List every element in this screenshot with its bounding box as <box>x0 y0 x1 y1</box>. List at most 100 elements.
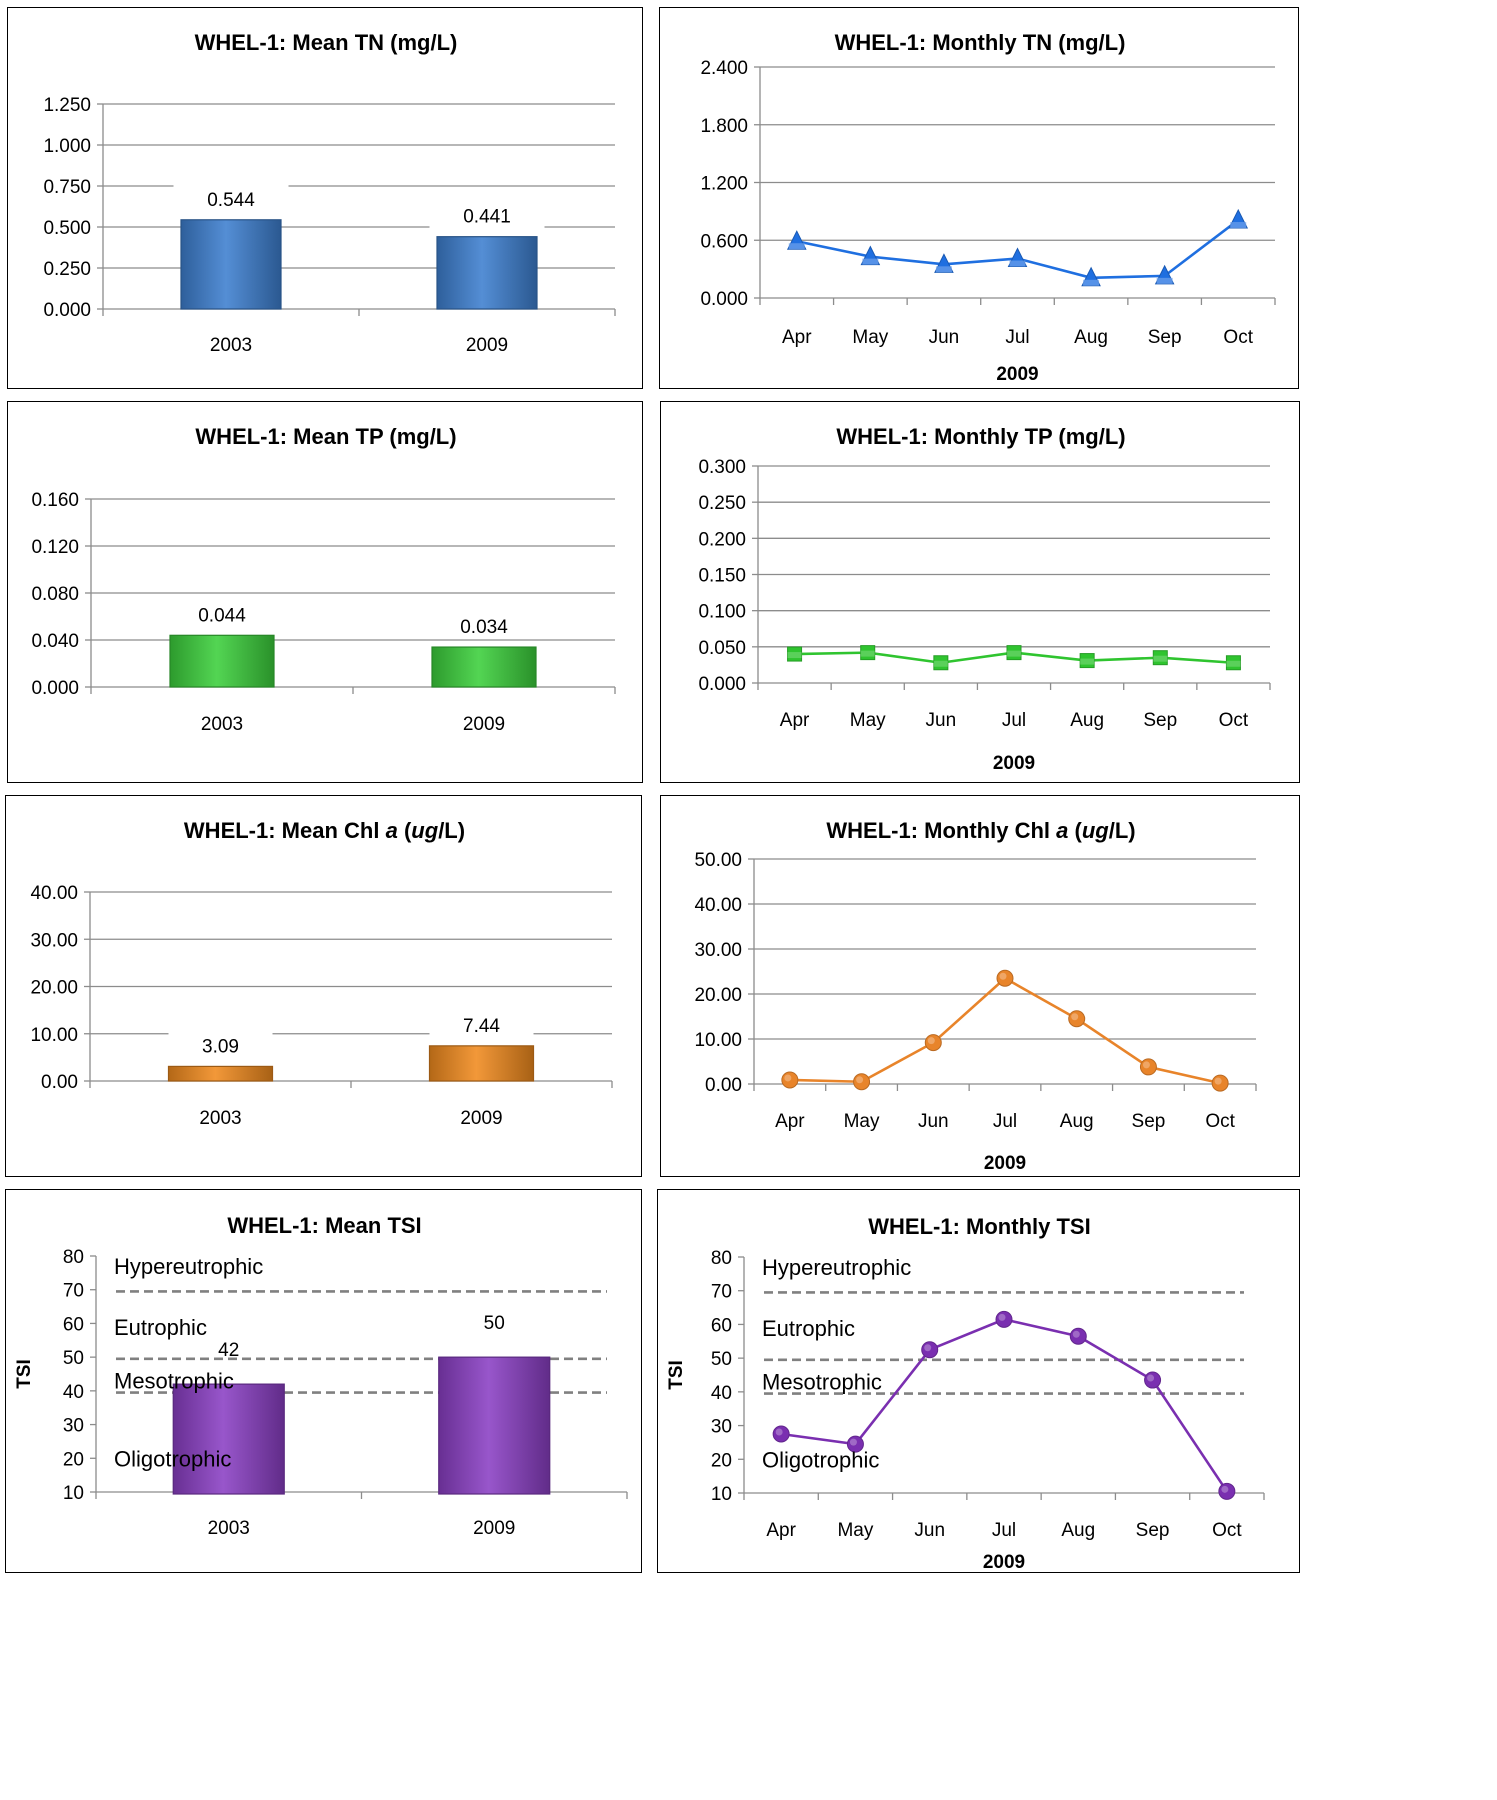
chart-mean-tn: WHEL-1: Mean TN (mg/L) 0.000 0.250 0.500 0.7… <box>43 30 616 356</box>
data-point-highlight <box>849 1438 857 1446</box>
y-tick-label: 1.000 <box>43 136 91 157</box>
y-tick-label: 10 <box>63 1483 84 1504</box>
data-label-bg <box>164 599 280 628</box>
y-tick-label: 0.750 <box>43 177 91 198</box>
y-tick-label: 0.500 <box>43 218 91 239</box>
x-tick-label: Sep <box>1148 327 1182 348</box>
y-tick-label: 0.040 <box>31 631 79 652</box>
data-label: 7.44 <box>463 1016 500 1037</box>
y-tick-label: 0.080 <box>31 584 79 605</box>
y-tick-label: 70 <box>711 1282 732 1303</box>
x-axis-title: 2009 <box>984 1153 1026 1174</box>
data-point-shadow <box>1007 650 1021 657</box>
trophic-zone-label: Eutrophic <box>762 1316 855 1341</box>
y-tick-label: 2.400 <box>700 58 748 79</box>
data-point-shadow <box>788 243 805 250</box>
x-tick-label: Oct <box>1205 1111 1235 1132</box>
x-tick-label: Jun <box>926 710 957 731</box>
x-tick-label: 2009 <box>463 714 505 735</box>
y-axis-title: TSI <box>14 1359 35 1389</box>
y-tick-label: 20.00 <box>694 985 742 1006</box>
x-tick-label: May <box>844 1111 880 1132</box>
chart-panel-mean-tsi: WHEL-1: Mean TSI 10 20 30 40 50 60 70 80 2003 2009… <box>5 1189 642 1573</box>
data-label: 0.034 <box>460 617 508 638</box>
trophic-zone-label: Hypereutrophic <box>762 1255 911 1280</box>
data-point-shadow <box>862 258 879 265</box>
chart-title: WHEL-1: Mean TN (mg/L) <box>195 30 458 55</box>
bar <box>436 236 538 310</box>
bar <box>167 1065 274 1082</box>
y-tick-label: 40 <box>711 1383 732 1404</box>
y-tick-label: 50 <box>63 1348 84 1369</box>
x-axis-title: 2009 <box>993 753 1035 774</box>
x-tick-label: Jun <box>918 1111 949 1132</box>
data-point-highlight <box>775 1428 783 1436</box>
bar <box>180 219 282 310</box>
y-tick-label: 20 <box>63 1449 84 1470</box>
chart-title: WHEL-1: Monthly TP (mg/L) <box>836 424 1125 449</box>
bar <box>428 1045 535 1082</box>
data-label: 3.09 <box>202 1036 239 1057</box>
x-tick-label: Jul <box>1005 327 1029 348</box>
chart-monthly-tn: WHEL-1: Monthly TN (mg/L) 0.000 0.600 1.200… <box>700 30 1276 385</box>
data-point-shadow <box>933 660 948 667</box>
chart-title: WHEL-1: Monthly TN (mg/L) <box>835 30 1126 55</box>
y-tick-label: 10.00 <box>694 1030 742 1051</box>
x-tick-label: Aug <box>1070 710 1104 731</box>
x-tick-label: 2009 <box>466 335 508 356</box>
trophic-zone-label: Mesotrophic <box>762 1370 882 1395</box>
data-point-highlight <box>784 1074 792 1082</box>
y-tick-label: 0.000 <box>31 678 79 699</box>
chart-panel-monthly-tn: WHEL-1: Monthly TN (mg/L) 0.000 0.600 1.200… <box>659 7 1299 389</box>
x-tick-label: 2003 <box>208 1518 250 1539</box>
y-tick-label: 60 <box>711 1315 732 1336</box>
data-point-shadow <box>1156 277 1173 284</box>
x-tick-label: 2003 <box>210 335 252 356</box>
y-tick-label: 0.150 <box>698 566 746 587</box>
trophic-zone-label: Oligotrophic <box>114 1446 231 1471</box>
y-tick-label: 30 <box>711 1417 732 1438</box>
bar <box>431 646 537 688</box>
data-label: 42 <box>218 1340 239 1361</box>
y-tick-label: 40 <box>63 1382 84 1403</box>
data-point-highlight <box>924 1344 932 1352</box>
x-tick-label: Sep <box>1143 710 1177 731</box>
data-point-shadow <box>1226 660 1241 667</box>
chart-monthly-tp: WHEL-1: Monthly TP (mg/L) 0.000 0.050 0.100… <box>698 424 1271 774</box>
data-point-highlight <box>1071 1013 1079 1021</box>
x-tick-label: Apr <box>766 1520 796 1541</box>
x-tick-label: Jun <box>929 327 960 348</box>
data-label: 0.441 <box>463 207 511 228</box>
x-tick-label: Jul <box>993 1111 1017 1132</box>
data-point-shadow <box>935 266 952 273</box>
chart-panel-mean-tn: WHEL-1: Mean TN (mg/L) 0.000 0.250 0.500 0.7… <box>7 7 643 389</box>
trophic-zone-label: Hypereutrophic <box>114 1254 263 1279</box>
trophic-zone-label: Mesotrophic <box>114 1369 234 1394</box>
y-tick-label: 0.250 <box>698 493 746 514</box>
chart-panel-mean-chl: WHEL-1: Mean Chl a (ug/L) 0.00 10.00 20.00 3… <box>5 795 642 1177</box>
data-point-shadow <box>1230 222 1247 229</box>
x-tick-label: Apr <box>780 710 810 731</box>
x-tick-label: Jun <box>914 1520 945 1541</box>
y-tick-label: 0.100 <box>698 602 746 623</box>
data-point-highlight <box>999 972 1007 980</box>
y-tick-label: 0.300 <box>698 457 746 478</box>
chart-mean-tp: WHEL-1: Mean TP (mg/L) 0.000 0.040 0.080 0.1… <box>31 424 616 735</box>
x-tick-label: Jul <box>992 1520 1016 1541</box>
y-tick-label: 30 <box>63 1416 84 1437</box>
chart-title: WHEL-1: Monthly TSI <box>868 1214 1090 1239</box>
y-axis-title: TSI <box>666 1360 687 1390</box>
data-point-highlight <box>856 1076 864 1084</box>
trophic-zone-label: Eutrophic <box>114 1315 207 1340</box>
y-tick-label: 1.800 <box>700 116 748 137</box>
data-label-bg <box>426 611 542 640</box>
chart-monthly-tsi: WHEL-1: Monthly TSI 10 20 30 40 50 60 70 80 Apr Ma… <box>666 1214 1265 1573</box>
x-tick-label: Sep <box>1136 1520 1170 1541</box>
data-label-bg <box>168 1030 273 1059</box>
x-tick-label: Oct <box>1219 710 1249 731</box>
y-tick-label: 20 <box>711 1450 732 1471</box>
y-tick-label: 20.00 <box>30 978 78 999</box>
data-point-highlight <box>927 1037 935 1045</box>
y-tick-label: 0.00 <box>41 1072 78 1093</box>
y-tick-label: 0.050 <box>698 638 746 659</box>
